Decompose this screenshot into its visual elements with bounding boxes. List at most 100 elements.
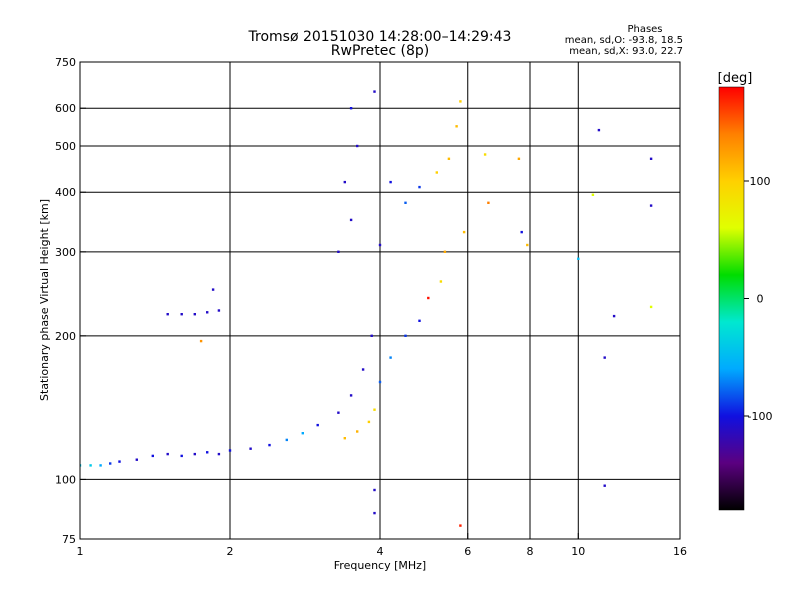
data-point [603,484,606,487]
data-point [459,100,462,103]
x-axis-ticks: 1 2 4 6 8 10 16 [77,533,687,558]
data-point [349,107,353,110]
colorbar-label: [deg] [718,71,753,86]
data-point [166,313,169,316]
data-point [373,488,376,492]
colorbar-gradient [718,86,745,511]
data-point [389,356,392,359]
x-tick-label: 4 [377,545,384,558]
data-point [217,452,221,456]
grid [80,62,680,539]
x-tick-label: 1 [77,545,84,558]
colorbar-tick-label: 100 [750,175,771,188]
data-point [228,449,232,452]
data-point [378,380,382,384]
data-point [349,394,353,397]
data-point [459,524,462,527]
data-point [370,334,373,337]
data-point [462,230,466,234]
y-tick-label: 200 [55,330,76,343]
data-point [166,452,169,456]
data-point [285,438,288,442]
data-point [367,420,371,424]
data-point [404,334,407,337]
x-axis-label: Frequency [MHz] [334,559,426,572]
y-tick-label: 100 [55,473,76,486]
data-points [80,90,653,527]
data-point [316,423,319,427]
data-point [447,157,451,160]
colorbar: [deg] 100 0 -100 [718,71,772,511]
data-point [135,458,138,461]
data-point [356,430,359,433]
data-point [349,218,353,222]
colorbar-ticks: 100 0 -100 [744,175,772,423]
y-tick-label: 300 [55,246,76,259]
data-point [343,437,346,440]
data-point [356,144,359,148]
data-point [193,452,196,456]
x-tick-label: 2 [227,545,234,558]
data-point [443,250,447,253]
x-tick-label: 6 [464,545,471,558]
data-point [577,257,580,260]
data-point [99,464,102,467]
data-point [435,171,438,174]
data-point [427,296,430,300]
data-point [404,201,407,204]
phase-stats-heading: Phases [627,24,662,35]
data-point [361,368,365,371]
data-point [389,180,392,184]
data-point [418,319,421,322]
data-point [483,153,487,156]
x-tick-label: 16 [673,545,687,558]
y-tick-label: 75 [62,533,76,546]
data-point [89,464,92,467]
data-point [612,314,616,318]
data-point [526,243,529,247]
data-point [118,460,121,463]
data-point [649,157,653,160]
y-tick-label: 400 [55,186,76,199]
data-point [193,313,196,316]
data-point [199,339,203,343]
phase-stats-o: mean, sd,O: -93.8, 18.5 [565,35,683,46]
data-point [520,230,523,234]
y-tick-label: 600 [55,102,76,115]
data-point [337,411,340,414]
data-point [649,204,653,207]
data-point [378,243,382,247]
data-point [373,90,376,93]
chart-subtitle: RwPretec (8p) [331,43,429,59]
data-point [455,125,458,128]
data-point [180,313,183,316]
data-point [373,408,376,411]
data-point [206,311,209,314]
data-point [180,454,183,458]
data-point [249,447,252,450]
data-point [211,288,215,291]
data-point [591,193,595,196]
data-point [517,157,521,160]
data-point [487,201,490,204]
data-point [268,443,271,447]
colorbar-tick-label: -100 [748,410,773,423]
y-axis-label: Stationary phase Virtual Height [km] [38,199,51,401]
y-axis-ticks: 75 100 200 300 400 500 600 750 [55,56,86,546]
chart-title: Tromsø 20151030 14:28:00–14:29:43 [248,29,512,45]
data-point [373,511,376,515]
data-point [418,185,421,189]
data-point [301,432,304,435]
data-point [109,462,112,465]
data-point [603,356,606,359]
data-point [439,280,443,283]
data-point [217,309,221,312]
y-tick-label: 500 [55,140,76,153]
y-tick-label: 750 [55,56,76,69]
data-point [206,451,209,454]
data-point [597,128,601,132]
data-point [649,305,653,309]
data-point [80,464,82,467]
plot-area: 1 2 4 6 8 10 16 75 100 200 300 400 500 600 750 [55,56,687,558]
